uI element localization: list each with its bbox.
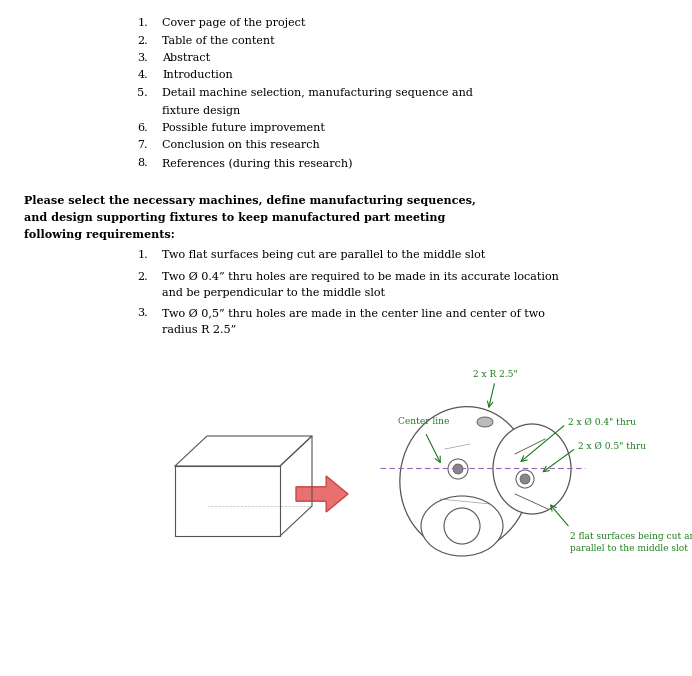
- Text: 2 x Ø 0.4" thru: 2 x Ø 0.4" thru: [568, 418, 636, 427]
- Text: 8.: 8.: [138, 158, 148, 168]
- Text: Conclusion on this research: Conclusion on this research: [162, 141, 320, 151]
- Text: and be perpendicular to the middle slot: and be perpendicular to the middle slot: [162, 288, 385, 298]
- Text: Two Ø 0.4” thru holes are required to be made in its accurate location: Two Ø 0.4” thru holes are required to be…: [162, 272, 559, 282]
- Text: 2 x R 2.5": 2 x R 2.5": [473, 370, 518, 379]
- Text: radius R 2.5”: radius R 2.5”: [162, 325, 236, 335]
- Circle shape: [516, 470, 534, 488]
- Text: Two Ø 0,5” thru holes are made in the center line and center of two: Two Ø 0,5” thru holes are made in the ce…: [162, 308, 545, 318]
- Text: Possible future improvement: Possible future improvement: [162, 123, 325, 133]
- Ellipse shape: [477, 417, 493, 427]
- Text: Please select the necessary machines, define manufacturing sequences,: Please select the necessary machines, de…: [24, 195, 476, 206]
- Circle shape: [444, 508, 480, 544]
- Text: Cover page of the project: Cover page of the project: [162, 18, 305, 28]
- Text: 6.: 6.: [138, 123, 148, 133]
- Text: References (during this research): References (during this research): [162, 158, 352, 168]
- Text: 2 x Ø 0.5" thru: 2 x Ø 0.5" thru: [578, 441, 646, 450]
- Text: 5.: 5.: [138, 88, 148, 98]
- Ellipse shape: [421, 496, 503, 556]
- Text: following requirements:: following requirements:: [24, 228, 175, 240]
- Text: 2.: 2.: [138, 272, 148, 282]
- Circle shape: [453, 464, 463, 474]
- Text: 3.: 3.: [138, 53, 148, 63]
- Text: Two flat surfaces being cut are parallel to the middle slot: Two flat surfaces being cut are parallel…: [162, 249, 485, 260]
- Text: Table of the content: Table of the content: [162, 36, 275, 45]
- Text: fixture design: fixture design: [162, 105, 240, 116]
- Text: 2 flat surfaces being cut an
parallel to the middle slot: 2 flat surfaces being cut an parallel to…: [570, 532, 692, 553]
- Text: 2.: 2.: [138, 36, 148, 45]
- Text: 3.: 3.: [138, 308, 148, 318]
- Polygon shape: [296, 476, 348, 512]
- Text: and design supporting fixtures to keep manufactured part meeting: and design supporting fixtures to keep m…: [24, 212, 446, 223]
- Text: 4.: 4.: [138, 70, 148, 80]
- Text: Detail machine selection, manufacturing sequence and: Detail machine selection, manufacturing …: [162, 88, 473, 98]
- Circle shape: [448, 459, 468, 479]
- Text: Abstract: Abstract: [162, 53, 210, 63]
- Ellipse shape: [400, 407, 530, 552]
- Text: Introduction: Introduction: [162, 70, 233, 80]
- Ellipse shape: [493, 424, 571, 514]
- Text: 1.: 1.: [138, 249, 148, 260]
- Text: 1.: 1.: [138, 18, 148, 28]
- Text: Center line: Center line: [398, 417, 449, 426]
- Text: 7.: 7.: [138, 141, 148, 151]
- Circle shape: [520, 474, 530, 484]
